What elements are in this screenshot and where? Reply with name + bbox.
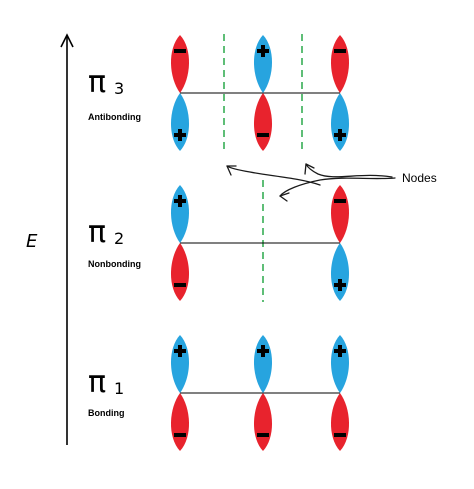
orbital-pi2-atom3-upper-lobe [330,185,350,243]
level-symbol-pi2: π [88,215,106,250]
orbital-pi3-atom2-lower-lobe-minus-sign [257,133,269,137]
orbital-pi3-atom1-upper-lobe [170,35,190,93]
level-symbol-pi1: π [88,365,106,400]
energy-label: E [26,231,38,252]
level-label-pi3: π 3 Antibonding [88,65,141,122]
level-name-nonbonding: Nonbonding [88,259,141,269]
orbital-pi3-atom1-lower-lobe [170,93,190,151]
orbital-pi2-atom3-upper-lobe-minus-sign [334,199,346,203]
level-name-bonding: Bonding [88,408,125,418]
orbital-pi1-atom1-lower-lobe-minus-sign [174,433,186,437]
energy-axis-arrowhead [60,33,74,48]
orbital-pi3-atom3-upper-lobe-minus-sign [334,49,346,53]
orbital-pi2-atom3-lower-lobe-plus-sign [334,279,346,291]
level-symbol-pi3: π [88,65,106,100]
nodes-label: Nodes [402,171,437,185]
orbital-pi3-atom2-lower-lobe [253,93,273,151]
orbital-pi1-atom3-upper-lobe-plus-sign [334,345,346,357]
level-name-antibonding: Antibonding [88,112,141,122]
nodes-pointer-left-arrowhead [226,165,237,176]
orbital-pi1-atom3-lower-lobe [330,393,350,451]
orbital-pi1-atom3-upper-lobe [330,335,350,393]
orbital-pi1-atom3-lower-lobe-minus-sign [334,433,346,437]
orbital-pi2-atom1-upper-lobe-plus-sign [174,195,186,207]
orbital-pi2-atom1-upper-lobe [170,185,190,243]
orbital-pi2-atom1-lower-lobe [170,243,190,301]
level-index-pi1: 1 [114,379,124,398]
nodes-pointer-lower-arrow [279,177,396,197]
nodes-pointer-strokes [226,163,396,202]
orbital-pi3-atom3-upper-lobe [330,35,350,93]
orbital-pi2-atom1-lower-lobe-minus-sign [174,283,186,287]
level-index-pi3: 3 [114,79,124,98]
orbital-pi3-atom3-lower-lobe-plus-sign [334,129,346,141]
nodes-pointer-left-arrow [226,165,321,186]
level-index-pi2: 2 [114,229,124,248]
orbital-pi3-atom1-lower-lobe-plus-sign [174,129,186,141]
orbital-pi3-atom2-upper-lobe [253,35,273,93]
orbital-pi1-atom1-upper-lobe [170,335,190,393]
orbital-pi1-atom2-lower-lobe-minus-sign [257,433,269,437]
orbital-pi3-atom1-upper-lobe-minus-sign [174,49,186,53]
orbital-pi1-atom1-lower-lobe [170,393,190,451]
orbital-pi3-atom3-lower-lobe [330,93,350,151]
level-label-pi2: π 2 Nonbonding [88,215,141,269]
orbital-pi1-atom1-upper-lobe-plus-sign [174,345,186,357]
orbital-pi1-atom2-upper-lobe [253,335,273,393]
orbital-pi1-atom2-lower-lobe [253,393,273,451]
level-label-pi1: π 1 Bonding [88,365,125,418]
orbital-lobes [170,35,350,451]
orbital-pi1-atom2-upper-lobe-plus-sign [257,345,269,357]
nodes-pointer-right-arrow [305,163,393,178]
nodes-pointer-right-arrowhead [304,163,315,175]
orbital-pi2-atom3-lower-lobe [330,243,350,301]
orbital-pi3-atom2-upper-lobe-plus-sign [257,45,269,57]
nodes-pointer-lower-arrowhead [279,192,290,202]
